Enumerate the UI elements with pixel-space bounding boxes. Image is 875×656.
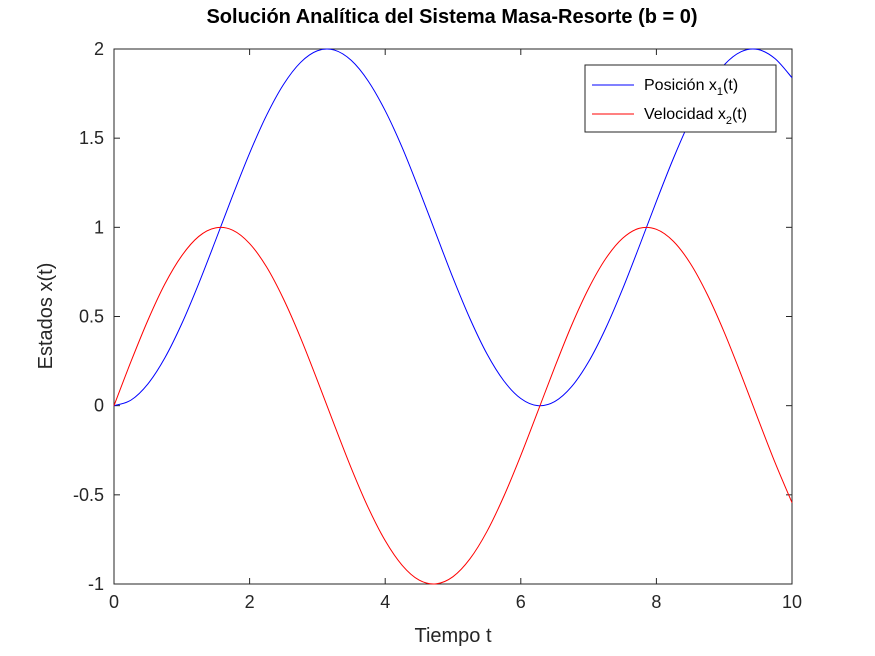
legend-label-position-main: Posición x: [644, 77, 717, 94]
y-tick-label: 1.5: [79, 128, 104, 148]
y-tick-label: 0: [94, 396, 104, 416]
y-tick-label: -1: [88, 574, 104, 594]
series-line-position: [113, 48, 793, 407]
y-axis-label: Estados x(t): [35, 263, 57, 370]
y-axis: -1 -0.5 0 0.5 1 1.5 2: [73, 39, 792, 594]
legend-box: [584, 64, 777, 133]
x-tick-label: 2: [245, 592, 255, 612]
x-axis: 0 2 4 6 8 10: [109, 49, 802, 612]
x-axis-label: Tiempo t: [414, 625, 492, 647]
x-tick-label: 4: [380, 592, 390, 612]
legend-label-position-tail: (t): [723, 77, 738, 94]
legend-label-position-sub: 1: [717, 86, 723, 98]
x-tick-label: 0: [109, 592, 119, 612]
legend-label-velocity-tail: (t): [732, 106, 747, 123]
series-lines: [113, 48, 793, 585]
legend-label-velocity-sub: 2: [726, 115, 732, 127]
x-tick-label: 6: [516, 592, 526, 612]
y-tick-label: -0.5: [73, 485, 104, 505]
y-tick-label: 0.5: [79, 307, 104, 327]
x-tick-label: 10: [782, 592, 802, 612]
series-line-velocity: [113, 226, 793, 585]
legend-label-velocity: Velocidad x2(t): [644, 106, 747, 127]
legend: Posición x1(t) Velocidad x2(t): [584, 64, 777, 133]
y-tick-label: 2: [94, 39, 104, 59]
legend-label-velocity-main: Velocidad x: [644, 106, 726, 123]
x-tick-label: 8: [651, 592, 661, 612]
y-tick-label: 1: [94, 217, 104, 237]
plot-area: [113, 48, 793, 585]
legend-label-position: Posición x1(t): [644, 77, 738, 98]
chart-title: Solución Analítica del Sistema Masa-Reso…: [206, 6, 697, 28]
